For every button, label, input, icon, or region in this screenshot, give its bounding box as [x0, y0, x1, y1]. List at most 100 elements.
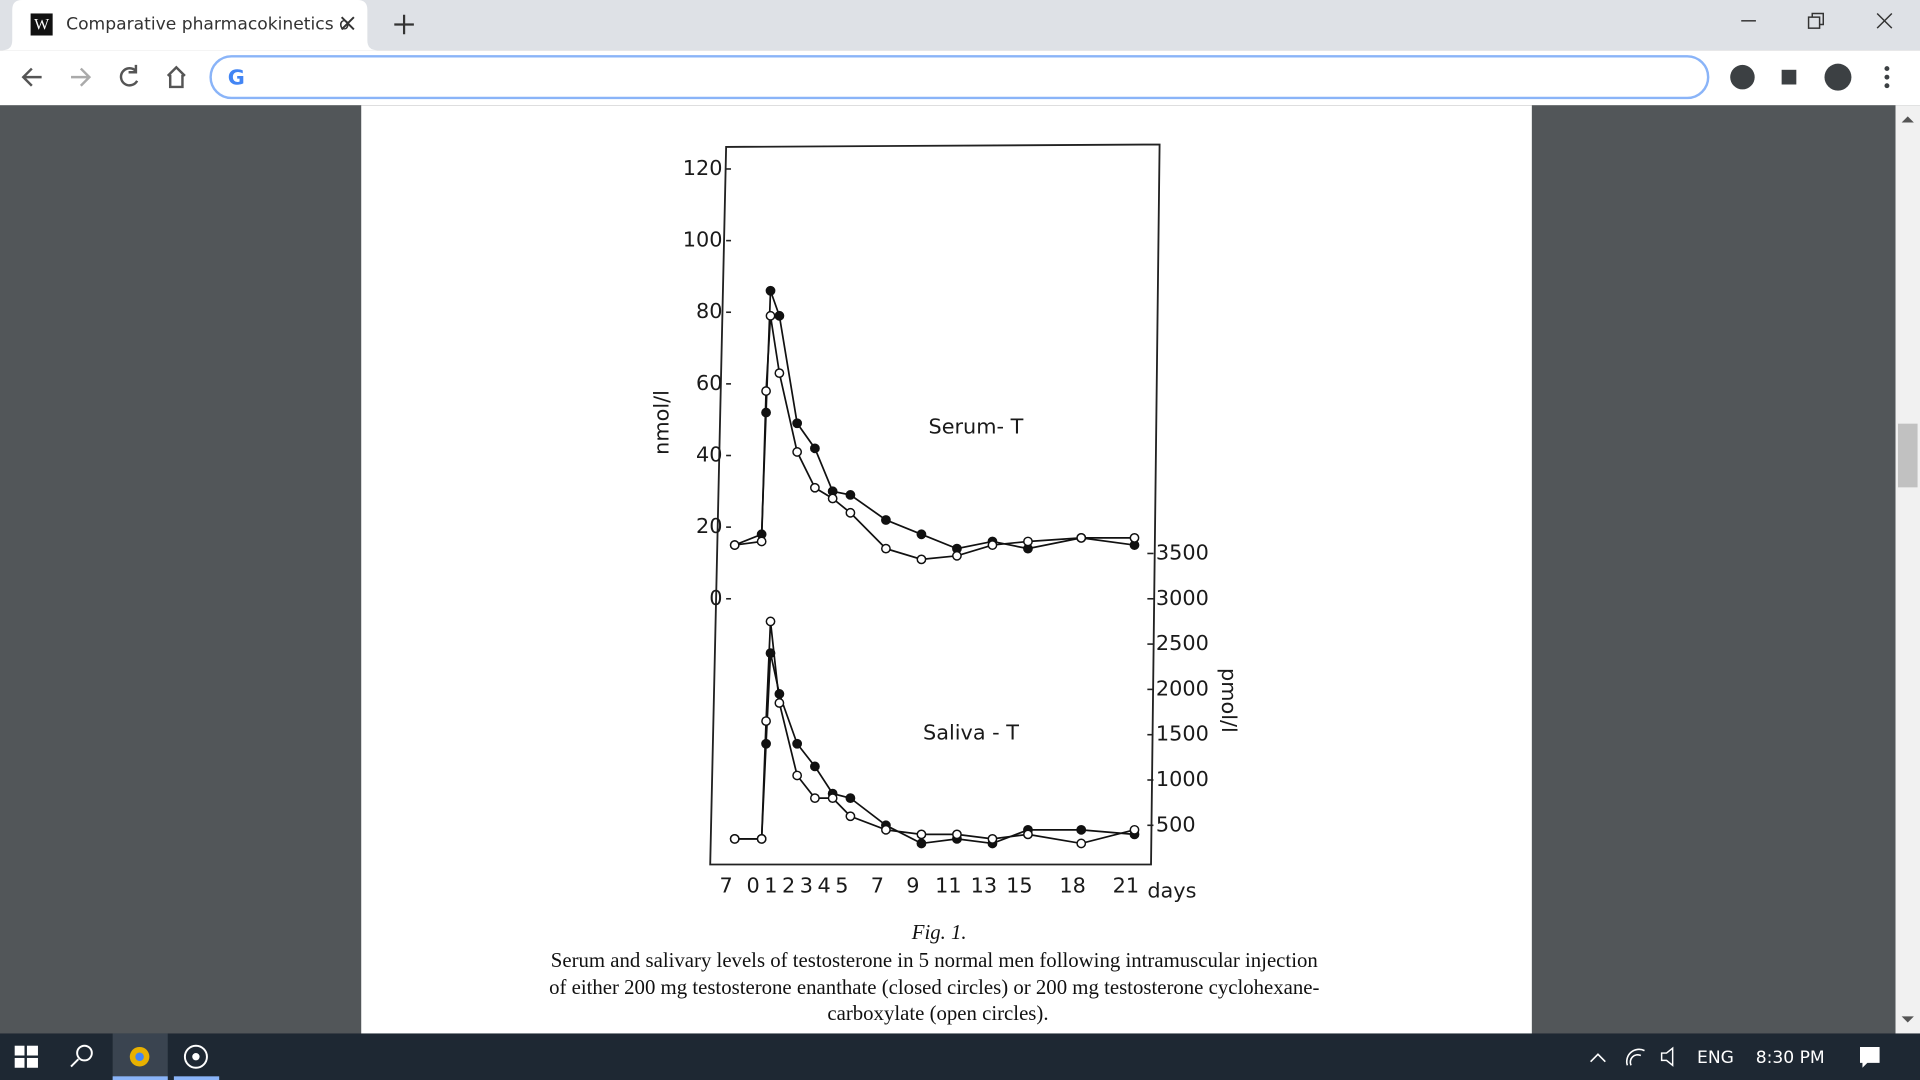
- tab-close[interactable]: [340, 16, 355, 31]
- data-point: [729, 540, 740, 550]
- y-tick-label: 60: [696, 371, 722, 395]
- data-point: [881, 824, 891, 835]
- y-tick-label: 100: [683, 228, 723, 252]
- x-axis-label: days: [1147, 878, 1196, 902]
- favicon-letter: W: [34, 16, 49, 33]
- data-point: [792, 418, 803, 429]
- forward-button[interactable]: [71, 67, 92, 87]
- x-tick-label: 4: [817, 874, 830, 898]
- profile-button[interactable]: [1824, 63, 1852, 91]
- menu-button[interactable]: [1884, 66, 1890, 89]
- data-point: [1129, 824, 1140, 835]
- data-point: [774, 310, 785, 321]
- data-point: [729, 833, 740, 844]
- x-tick-label: 15: [1006, 874, 1032, 898]
- search-engine-icon: G: [228, 65, 245, 89]
- y2-tick-label: 2500: [1156, 631, 1209, 655]
- caption-label: Fig. 1.: [911, 920, 967, 944]
- data-point: [916, 529, 927, 540]
- data-point: [845, 811, 856, 822]
- data-point: [765, 310, 776, 321]
- data-point: [761, 386, 771, 396]
- data-point: [792, 738, 803, 749]
- data-point: [756, 833, 767, 844]
- y-tick-label: 40: [696, 443, 722, 467]
- caption-line: carboxylate (open circles).: [827, 1001, 1048, 1025]
- y-tick-label: 20: [696, 514, 722, 538]
- app-icon[interactable]: [183, 1044, 208, 1069]
- app-icon-center: [192, 1053, 200, 1061]
- search-button[interactable]: [70, 1044, 93, 1068]
- x-tick-label: 21: [1113, 874, 1139, 898]
- favicon: [30, 13, 53, 36]
- data-point: [916, 838, 927, 849]
- annotation: Saliva - T: [923, 720, 1019, 744]
- data-point: [881, 543, 891, 554]
- figure-frame: [709, 143, 1161, 866]
- data-point: [1023, 536, 1033, 547]
- y2-tick-label: 1000: [1156, 767, 1209, 791]
- volume-icon[interactable]: [1660, 1046, 1674, 1067]
- data-point: [765, 285, 776, 296]
- y2-tick-label: 2000: [1156, 676, 1209, 700]
- data-point: [792, 447, 803, 457]
- data-point: [987, 833, 998, 844]
- extension-icon[interactable]: [1730, 64, 1755, 90]
- y-axis-label: nmol/l: [649, 390, 673, 455]
- notification-button[interactable]: [1860, 1046, 1880, 1068]
- x-tick-label: 7: [871, 874, 884, 898]
- data-point: [765, 616, 776, 627]
- data-point: [952, 550, 962, 561]
- tab-title: Comparative pharmacokinetics o: [66, 14, 349, 34]
- input-language[interactable]: ENG: [1697, 1048, 1734, 1068]
- data-point: [952, 829, 962, 840]
- restore[interactable]: [1807, 12, 1824, 29]
- y-tick-label: 80: [696, 299, 722, 323]
- x-tick-label: 9: [906, 874, 919, 898]
- document-page: [361, 105, 1532, 1034]
- y2-tick-label: 3500: [1156, 540, 1209, 564]
- clock[interactable]: 8:30 PM: [1756, 1048, 1825, 1068]
- network-icon[interactable]: [1626, 1048, 1645, 1066]
- x-tick-label: 5: [835, 874, 848, 898]
- y-tick-label: 120: [683, 156, 723, 180]
- address-bar[interactable]: [209, 55, 1710, 100]
- data-point: [845, 793, 856, 804]
- caption-line: Serum and salivary levels of testosteron…: [551, 948, 1319, 972]
- data-point: [845, 490, 856, 500]
- x-tick-label: 18: [1059, 874, 1085, 898]
- data-point: [827, 493, 838, 504]
- x-tick-label: 11: [935, 874, 961, 898]
- x-tick-label: 7: [720, 874, 733, 898]
- tray-expand[interactable]: [1590, 1053, 1606, 1063]
- data-point: [987, 540, 998, 550]
- active-indicator: [112, 1076, 168, 1080]
- back-button[interactable]: [21, 67, 42, 87]
- caption-line: of either 200 mg testosterone enanthate …: [549, 975, 1319, 999]
- active-tab[interactable]: [2, 0, 378, 51]
- x-tick-label: 2: [782, 874, 795, 898]
- x-tick-label: 0: [746, 874, 759, 898]
- data-point: [809, 761, 820, 772]
- series-line: [734, 621, 1135, 845]
- data-point: [1076, 532, 1087, 543]
- scrollbar[interactable]: [1895, 105, 1920, 1034]
- data-point: [809, 482, 820, 493]
- data-point: [827, 793, 838, 804]
- data-point: [1076, 824, 1087, 835]
- data-point: [845, 507, 856, 518]
- chrome-icon-center: [135, 1052, 144, 1062]
- data-point: [1076, 838, 1087, 849]
- scrollbar-thumb[interactable]: [1897, 423, 1918, 488]
- data-point: [792, 770, 803, 781]
- y2-tick-label: 3000: [1156, 586, 1209, 610]
- data-point: [756, 536, 767, 547]
- home-button[interactable]: [166, 65, 186, 89]
- close-window[interactable]: [1876, 12, 1893, 29]
- new-tab[interactable]: [394, 14, 414, 35]
- y2-tick-label: 500: [1156, 812, 1196, 836]
- start-button[interactable]: [14, 1045, 38, 1068]
- extensions-button[interactable]: [1781, 69, 1797, 85]
- reload-button[interactable]: [119, 64, 139, 87]
